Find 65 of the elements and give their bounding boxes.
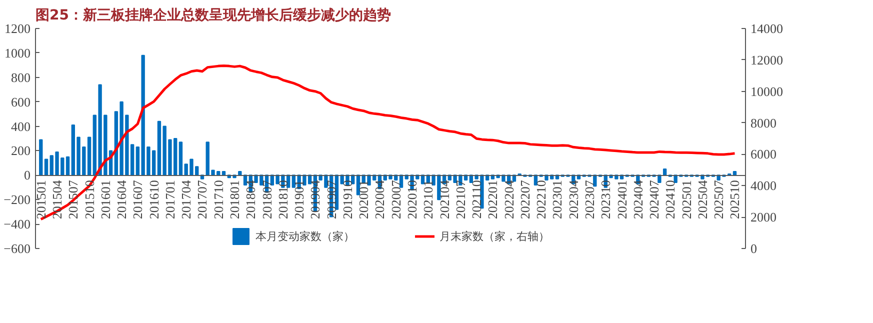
x-tick-label: 201910 bbox=[340, 180, 355, 220]
y-tick-label: 600 bbox=[11, 94, 30, 110]
y-tick-label: 200 bbox=[11, 143, 30, 158]
x-tick-label: 201704 bbox=[178, 180, 194, 220]
x-tick-label: 202310 bbox=[598, 180, 614, 220]
x-tick-label: 201510 bbox=[82, 180, 97, 220]
x-tick-label: 201807 bbox=[259, 180, 274, 220]
x-tick-label: 201904 bbox=[308, 180, 323, 220]
x-tick-label: 202201 bbox=[485, 180, 500, 220]
x-tick-label: 201804 bbox=[243, 180, 258, 220]
x-tick-label: 202210 bbox=[534, 180, 549, 220]
x-tick-label: 202304 bbox=[566, 180, 581, 220]
y-tick-label: −200 bbox=[4, 192, 31, 208]
y-tick-label: 400 bbox=[11, 118, 30, 134]
chart-title: 图25：新三板挂牌企业总数呈现先增长后缓步减少的趋势 bbox=[36, 6, 391, 24]
x-tick-label: 201607 bbox=[130, 180, 146, 220]
x-tick-label: 201507 bbox=[66, 180, 81, 220]
x-tick-label: 202404 bbox=[630, 180, 646, 220]
x-tick-label: 202207 bbox=[517, 180, 532, 220]
x-tick-label: 201504 bbox=[50, 180, 65, 220]
y-tick-label: 1200 bbox=[4, 21, 30, 36]
x-tick-label: 202104 bbox=[436, 180, 452, 220]
x-tick-label: 202110 bbox=[469, 180, 484, 219]
legend-label: 本月变动家数（家） bbox=[256, 228, 354, 244]
x-tick-label: 202301 bbox=[550, 180, 565, 220]
x-tick-label: 201701 bbox=[162, 180, 178, 220]
y-tick-label: 0 bbox=[24, 168, 30, 183]
y2-tick-label: 6000 bbox=[750, 146, 776, 162]
x-tick-label: 202507 bbox=[711, 180, 726, 220]
x-tick-label: 201610 bbox=[146, 180, 162, 220]
x-tick-label: 202307 bbox=[582, 180, 598, 220]
y-tick-label: −400 bbox=[4, 216, 31, 232]
x-tick-label: 202204 bbox=[501, 180, 516, 220]
x-tick-label: 202407 bbox=[646, 180, 662, 220]
x-tick-label: 202504 bbox=[694, 180, 710, 220]
y2-tick-label: 0 bbox=[750, 241, 757, 256]
y-tick-label: 1000 bbox=[4, 45, 30, 60]
y2-tick-label: 10000 bbox=[750, 84, 783, 99]
x-tick-label: 202107 bbox=[452, 180, 468, 220]
x-tick-label: 201707 bbox=[194, 180, 210, 220]
x-tick-label: 202001 bbox=[356, 180, 372, 220]
y2-tick-label: 14000 bbox=[750, 21, 783, 36]
x-tick-label: 201810 bbox=[275, 180, 290, 220]
x-tick-label: 201501 bbox=[33, 180, 48, 220]
x-tick-label: 201801 bbox=[227, 180, 242, 220]
x-tick-label: 202101 bbox=[420, 180, 436, 220]
x-tick-label: 201601 bbox=[98, 180, 113, 220]
y2-tick-label: 8000 bbox=[750, 115, 776, 130]
y2-tick-label: 12000 bbox=[750, 52, 783, 68]
x-tick-label: 201604 bbox=[114, 180, 130, 220]
x-tick-label: 202510 bbox=[727, 180, 742, 220]
x-tick-label: 201907 bbox=[324, 180, 339, 220]
y2-tick-label: 4000 bbox=[750, 178, 776, 194]
x-tick-label: 201901 bbox=[292, 180, 307, 220]
x-tick-label: 202007 bbox=[388, 180, 404, 220]
x-tick-label: 202401 bbox=[614, 180, 630, 220]
y-tick-label: −600 bbox=[4, 241, 31, 256]
y2-tick-label: 2000 bbox=[750, 210, 776, 225]
x-tick-label: 201710 bbox=[210, 180, 226, 220]
x-tick-label: 202004 bbox=[372, 180, 388, 220]
x-tick-label: 202501 bbox=[678, 180, 694, 220]
legend-label: 月末家数（家，右轴） bbox=[440, 228, 550, 244]
x-tick-label: 202010 bbox=[404, 180, 420, 220]
x-tick-label: 202410 bbox=[662, 180, 678, 220]
y-tick-label: 800 bbox=[11, 70, 30, 85]
